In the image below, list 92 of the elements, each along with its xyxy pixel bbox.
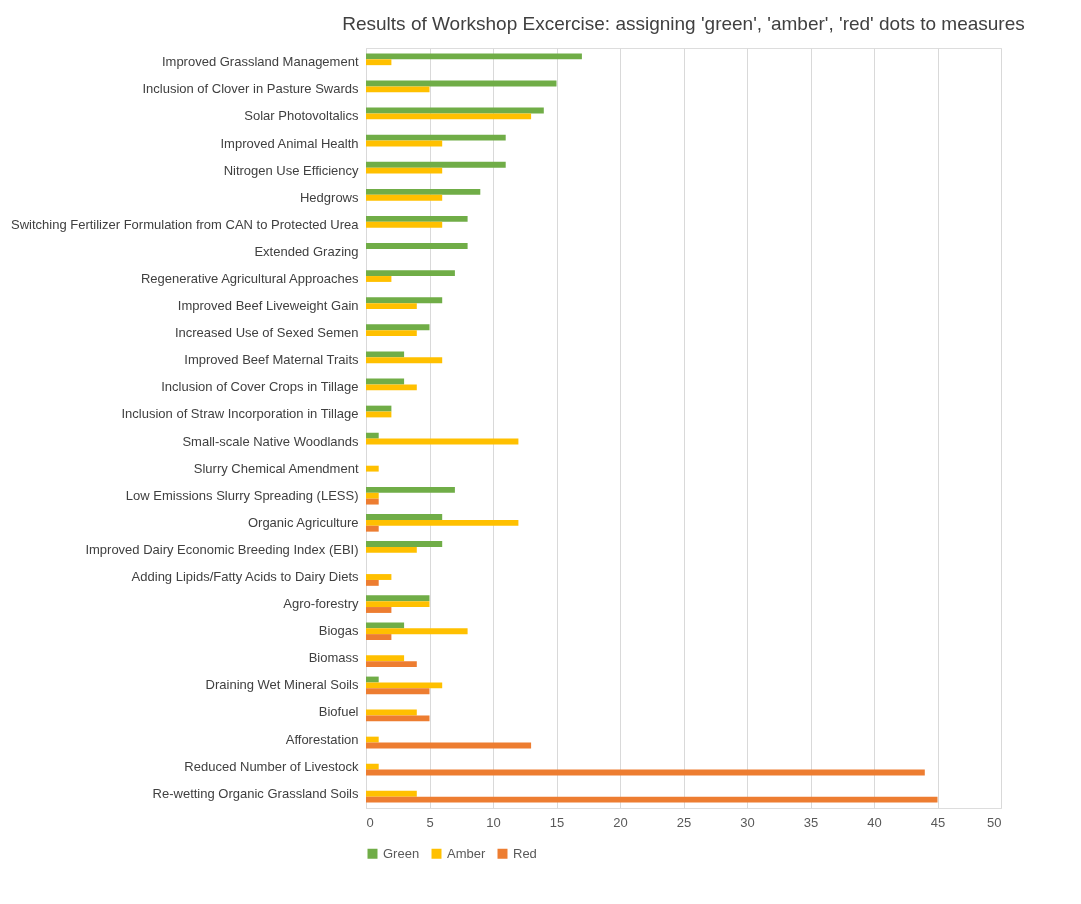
y-tick-label: Reduced Number of Livestock <box>184 758 359 774</box>
bar <box>366 297 443 304</box>
bar <box>366 661 417 668</box>
bar <box>366 634 392 641</box>
bar <box>366 188 481 195</box>
bar <box>366 405 392 412</box>
bar <box>366 574 392 580</box>
bar <box>366 498 379 505</box>
legend-label: Red <box>513 845 537 861</box>
x-tick-label: 35 <box>803 814 819 830</box>
y-tick-label: Extended Grazing <box>254 243 359 259</box>
y-tick-label: Inclusion of Cover Crops in Tillage <box>161 379 359 395</box>
y-tick-label: Draining Wet Mineral Soils <box>205 677 359 693</box>
x-tick-label: 20 <box>613 814 628 830</box>
y-tick-label: Afforestation <box>285 731 359 747</box>
bar <box>366 688 430 695</box>
y-tick-label: Regenerative Agricultural Approaches <box>140 270 359 286</box>
bar <box>366 113 532 120</box>
y-tick-label: Solar Photovoltalics <box>244 108 359 124</box>
y-tick-label: Nitrogen Use Efficiency <box>223 162 359 178</box>
bar <box>366 243 468 249</box>
x-tick-label: 45 <box>930 814 946 830</box>
y-tick-label: Low Emissions Slurry Spreading (LESS) <box>125 487 359 503</box>
bar <box>366 682 443 689</box>
bar <box>366 351 405 358</box>
bar <box>366 167 443 174</box>
bar <box>366 628 468 635</box>
x-tick-label: 40 <box>867 814 882 830</box>
y-tick-label: Inclusion of Straw Incorporation in Tillage <box>121 406 359 422</box>
bar <box>366 86 430 93</box>
bar <box>366 384 417 391</box>
bar <box>366 796 938 803</box>
y-tick-label: Biofuel <box>318 704 359 720</box>
bar <box>366 715 430 722</box>
bar <box>366 546 417 553</box>
bar <box>366 134 506 141</box>
bar <box>366 215 468 222</box>
x-tick-label: 0 <box>366 814 374 830</box>
y-tick-label: Organic Agriculture <box>247 514 359 530</box>
bar <box>366 655 405 662</box>
bar <box>366 221 443 228</box>
bar <box>366 736 379 743</box>
y-tick-label: Improved Beef Maternal Traits <box>184 352 359 368</box>
y-tick-label: Re-wetting Organic Grassland Soils <box>152 785 359 801</box>
bar <box>366 622 405 629</box>
y-tick-label: Improved Animal Health <box>220 135 359 151</box>
x-tick-label: 10 <box>486 814 501 830</box>
y-tick-label: Adding Lipids/Fatty Acids to Dairy Diets <box>131 569 359 585</box>
y-tick-label: Agro-forestry <box>283 596 359 612</box>
y-tick-label: Biomass <box>308 650 359 666</box>
y-tick-label: Small-scale Native Woodlands <box>182 433 359 449</box>
chart-title: Results of Workshop Excercise: assigning 'green', 'amber', 'red' dots to measures <box>342 13 1025 34</box>
bar <box>366 763 379 770</box>
bar <box>366 276 392 282</box>
y-tick-label: Switching Fertilizer Formulation from CAN to Protected Urea <box>10 216 360 232</box>
bar <box>366 59 392 66</box>
legend-label: Green <box>383 845 420 861</box>
legend-label: Amber <box>447 845 486 861</box>
y-tick-label: Hedgrows <box>299 189 359 205</box>
x-tick-label: 5 <box>426 814 434 830</box>
bar <box>366 161 506 168</box>
y-tick-label: Biogas <box>318 623 359 639</box>
bar <box>366 519 519 526</box>
bar <box>366 541 443 547</box>
bar <box>366 525 379 532</box>
bar <box>366 432 379 439</box>
bar <box>366 486 455 493</box>
bar <box>366 601 430 608</box>
bar <box>366 330 417 337</box>
x-tick-label: 30 <box>740 814 755 830</box>
bar <box>366 492 379 499</box>
x-tick-label: 50 <box>987 814 1002 830</box>
bar <box>366 324 430 331</box>
bar <box>366 790 417 797</box>
y-tick-label: Improved Dairy Economic Breeding Index (EBI) <box>85 541 359 557</box>
bar <box>366 514 443 520</box>
bar <box>366 579 379 586</box>
bar <box>366 465 379 472</box>
y-tick-label: Improved Grassland Management <box>161 54 359 70</box>
bar <box>366 303 417 310</box>
bar <box>366 595 430 602</box>
x-tick-label: 25 <box>676 814 692 830</box>
y-tick-label: Improved Beef Liveweight Gain <box>177 298 359 314</box>
y-tick-label: Inclusion of Clover in Pasture Swards <box>142 81 359 97</box>
bar <box>366 357 443 364</box>
y-tick-label: Slurry Chemical Amendment <box>193 460 359 476</box>
y-tick-label: Increased Use of Sexed Semen <box>174 325 359 341</box>
bar <box>366 194 443 201</box>
bar <box>366 53 582 60</box>
x-tick-label: 15 <box>549 814 565 830</box>
bar <box>366 607 392 613</box>
bar <box>366 270 455 277</box>
